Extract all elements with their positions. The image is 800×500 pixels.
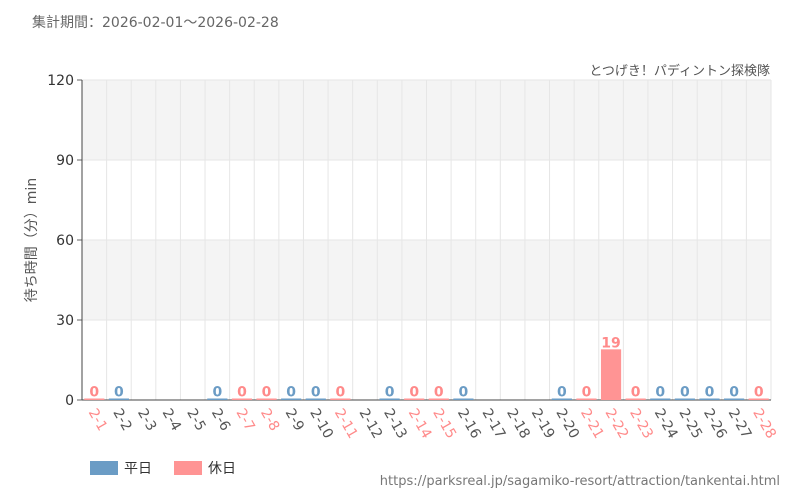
legend-swatch-holiday [174,461,202,475]
x-tick-label: 2-15 [429,406,459,442]
bar [674,398,695,400]
x-tick-label: 2-26 [700,406,730,442]
x-tick-label: 2-11 [331,406,361,442]
y-tick-label: 120 [47,73,74,89]
x-tick-label: 2-28 [749,406,779,442]
bar [84,398,105,400]
legend: 平日 休日 [90,458,236,478]
bar-value-label: 0 [286,385,296,401]
x-tick-label: 2-22 [602,406,632,442]
legend-swatch-weekday [90,461,118,475]
source-url: https://parksreal.jp/sagamiko-resort/att… [379,474,780,489]
x-tick-label: 2-10 [306,406,336,442]
x-tick-label: 2-17 [479,406,509,442]
y-tick-label: 30 [56,313,74,329]
bar-value-label: 0 [557,385,567,401]
x-tick-label: 2-16 [454,406,484,442]
x-tick-label: 2-24 [651,406,681,442]
bar [207,398,228,400]
bar-value-label: 0 [754,385,764,401]
y-tick-label: 90 [56,153,74,169]
bar-value-label: 0 [631,385,641,401]
bar-value-label: 19 [601,335,620,351]
bar [625,398,646,400]
x-tick-label: 2-6 [208,406,233,434]
legend-item-holiday: 休日 [174,458,236,478]
x-tick-label: 2-1 [85,406,110,434]
bar-value-label: 0 [114,385,124,401]
bar [305,398,326,400]
bar [404,398,425,400]
bar [650,398,671,400]
bar [600,349,622,400]
x-tick-label: 2-3 [134,406,159,434]
x-tick-label: 2-12 [356,406,386,442]
x-tick-label: 2-14 [405,406,435,442]
bar-value-label: 0 [680,385,690,401]
x-tick-label: 2-18 [503,406,533,442]
x-tick-label: 2-2 [109,406,134,434]
bar [330,398,351,400]
bar [428,398,449,400]
bar-value-label: 0 [89,385,99,401]
y-axis-label: 待ち時間（分）min [24,178,40,302]
bar-value-label: 0 [582,385,592,401]
x-tick-label: 2-27 [725,406,755,442]
y-tick-label: 60 [56,233,74,249]
bar-value-label: 0 [459,385,469,401]
bar [724,398,745,400]
bar-value-label: 0 [409,385,419,401]
bar-value-label: 0 [212,385,222,401]
bar [231,398,253,400]
x-tick-label: 2-9 [282,406,307,434]
x-tick-label: 2-5 [183,406,208,434]
x-tick-label: 2-25 [675,406,705,442]
bar [108,398,129,400]
bar-value-label: 0 [385,385,395,401]
bar-value-label: 0 [434,385,444,401]
bar-value-label: 0 [237,385,247,401]
bar [551,398,572,400]
bar [453,398,474,400]
x-tick-label: 2-19 [528,406,558,442]
bar [256,398,277,400]
legend-item-weekday: 平日 [90,458,152,478]
bar-value-label: 0 [705,385,715,401]
bar-value-label: 0 [655,385,665,401]
x-tick-label: 2-7 [232,406,257,434]
x-tick-label: 2-4 [159,406,184,434]
bar [281,398,302,400]
bar-value-label: 0 [336,385,346,401]
bar-value-label: 0 [729,385,739,401]
x-tick-label: 2-21 [577,406,607,442]
bar-value-label: 0 [311,385,321,401]
x-tick-label: 2-20 [552,406,582,442]
bar-value-label: 0 [262,385,272,401]
x-tick-label: 2-23 [626,406,656,442]
bar [748,398,769,400]
y-tick-label: 0 [65,393,74,409]
attraction-name: とつげき！パディントン探検隊 [589,64,770,79]
x-tick-label: 2-13 [380,406,410,442]
legend-label-weekday: 平日 [124,461,152,477]
bar [576,398,597,400]
x-tick-label: 2-8 [257,406,282,434]
bar [379,398,400,400]
legend-label-holiday: 休日 [208,461,236,477]
period-title: 集計期間：2026-02-01～2026-02-28 [32,15,279,31]
bar [699,398,720,400]
